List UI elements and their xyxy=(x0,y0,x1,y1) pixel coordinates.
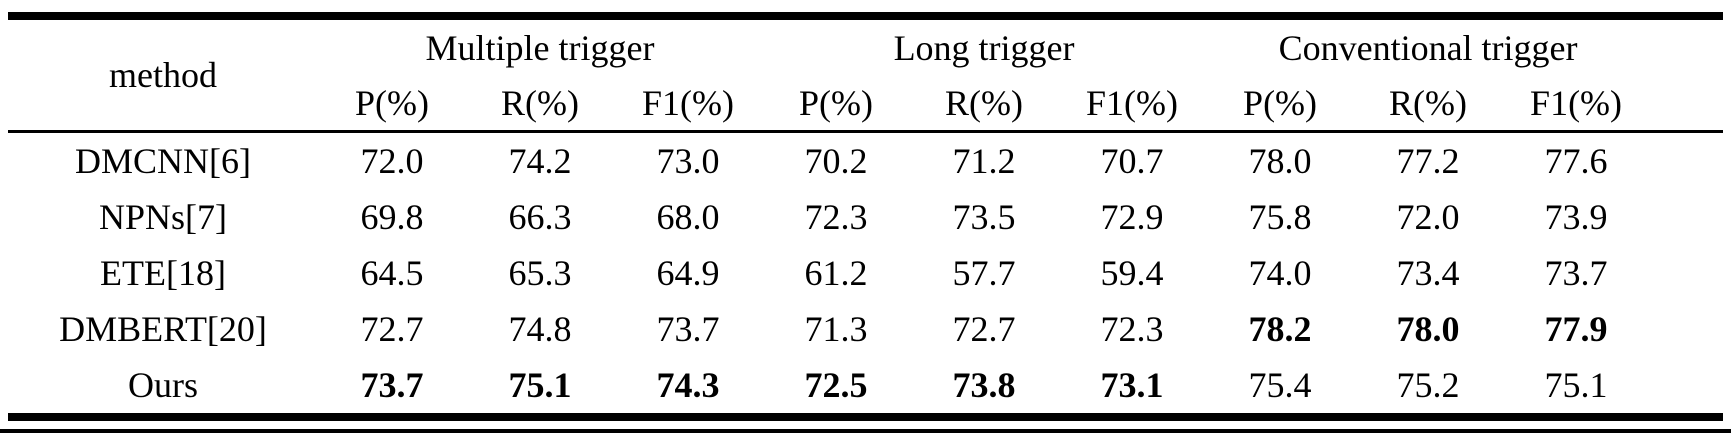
group-header-row: method Multiple trigger Long trigger Con… xyxy=(8,16,1724,133)
method-cell: Ours xyxy=(128,365,198,405)
value-cell: 72.0 xyxy=(360,141,424,181)
subheader-r1: R(%) xyxy=(466,75,614,133)
value-cell: 65.3 xyxy=(508,253,572,293)
method-cell: NPNs[7] xyxy=(98,197,227,237)
subheader-row: P(%) R(%) F1(%) P(%) R(%) F1(%) P(%) R(%… xyxy=(8,75,1723,133)
value-cell: 74.8 xyxy=(508,309,572,349)
value-cell: 75.2 xyxy=(1396,365,1460,405)
subheader-r3: R(%) xyxy=(1354,75,1503,133)
group-header-long-trigger: Long trigger xyxy=(893,27,1075,68)
value-cell: 75.1 xyxy=(508,365,572,405)
value-cell: 78.2 xyxy=(1248,309,1312,349)
value-cell: 64.9 xyxy=(656,253,720,293)
group-header-multiple-trigger: Multiple trigger xyxy=(425,27,655,68)
method-cell: DMCNN[6] xyxy=(75,141,251,181)
value-cell: 75.4 xyxy=(1248,365,1312,405)
group-header-conventional-trigger: Conventional trigger xyxy=(1278,27,1578,68)
value-cell: 70.2 xyxy=(804,141,868,181)
value-cell: 73.7 xyxy=(1544,253,1608,293)
value-cell: 72.5 xyxy=(804,365,868,405)
value-cell: 72.7 xyxy=(952,309,1016,349)
spacer-cell xyxy=(1650,301,1723,357)
table-row: DMBERT[20] 72.7 74.8 73.7 71.3 72.7 72.3 78.2 78… xyxy=(8,301,1723,357)
value-cell: 66.3 xyxy=(508,197,572,237)
value-cell: 73.5 xyxy=(952,197,1016,237)
value-cell: 77.6 xyxy=(1544,141,1608,181)
subheader-f1-1: F1(%) xyxy=(614,75,763,133)
table-header: method Multiple trigger Long trigger Con… xyxy=(8,16,1724,133)
value-cell: 72.7 xyxy=(360,309,424,349)
value-cell: 73.1 xyxy=(1100,365,1164,405)
spacer-cell xyxy=(1650,132,1723,190)
value-cell: 72.9 xyxy=(1100,197,1164,237)
value-cell: 73.4 xyxy=(1396,253,1460,293)
value-cell: 77.9 xyxy=(1544,309,1608,349)
value-cell: 73.8 xyxy=(952,365,1016,405)
subheader-p2: P(%) xyxy=(762,75,911,133)
results-table: method Multiple trigger Long trigger Con… xyxy=(8,12,1724,421)
value-cell: 64.5 xyxy=(360,253,424,293)
page-edge-line xyxy=(0,429,1731,433)
value-cell: 73.7 xyxy=(360,365,424,405)
table-body: DMCNN[6] 72.0 74.2 73.0 70.2 71.2 70.7 78.0 77.2… xyxy=(8,132,1723,418)
value-cell: 75.1 xyxy=(1544,365,1608,405)
value-cell: 73.9 xyxy=(1544,197,1608,237)
subheader-f1-3: F1(%) xyxy=(1502,75,1651,133)
spacer-cell xyxy=(1650,357,1723,417)
value-cell: 73.7 xyxy=(656,309,720,349)
value-cell: 72.3 xyxy=(1100,309,1164,349)
table-row: ETE[18] 64.5 65.3 64.9 61.2 57.7 59.4 74.0 73.4 7… xyxy=(8,245,1723,301)
value-cell: 72.0 xyxy=(1396,197,1460,237)
value-cell: 68.0 xyxy=(656,197,720,237)
value-cell: 69.8 xyxy=(360,197,424,237)
value-cell: 72.3 xyxy=(804,197,868,237)
table-row: Ours 73.7 75.1 74.3 72.5 73.8 73.1 75.4 75.2 75.1 xyxy=(8,357,1723,417)
value-cell: 71.3 xyxy=(804,309,868,349)
subheader-p3: P(%) xyxy=(1206,75,1355,133)
value-cell: 74.3 xyxy=(656,365,720,405)
table-row: DMCNN[6] 72.0 74.2 73.0 70.2 71.2 70.7 78.0 77.2… xyxy=(8,132,1723,190)
subheader-f1-2: F1(%) xyxy=(1058,75,1207,133)
subheader-r2: R(%) xyxy=(910,75,1059,133)
value-cell: 59.4 xyxy=(1100,253,1164,293)
subheader-p1: P(%) xyxy=(318,75,466,133)
spacer-column xyxy=(1650,16,1724,133)
value-cell: 71.2 xyxy=(952,141,1016,181)
value-cell: 70.7 xyxy=(1100,141,1164,181)
method-column-header: method xyxy=(8,16,318,133)
table-row: NPNs[7] 69.8 66.3 68.0 72.3 73.5 72.9 75.8 72.0 7… xyxy=(8,189,1723,245)
spacer-cell xyxy=(1650,189,1723,245)
value-cell: 77.2 xyxy=(1396,141,1460,181)
value-cell: 61.2 xyxy=(804,253,868,293)
value-cell: 78.0 xyxy=(1396,309,1460,349)
value-cell: 74.0 xyxy=(1248,253,1312,293)
value-cell: 75.8 xyxy=(1248,197,1312,237)
value-cell: 74.2 xyxy=(508,141,572,181)
method-cell: DMBERT[20] xyxy=(59,309,267,349)
value-cell: 57.7 xyxy=(952,253,1016,293)
spacer-cell xyxy=(1650,245,1723,301)
value-cell: 78.0 xyxy=(1248,141,1312,181)
value-cell: 73.0 xyxy=(656,141,720,181)
method-cell: ETE[18] xyxy=(100,253,226,293)
